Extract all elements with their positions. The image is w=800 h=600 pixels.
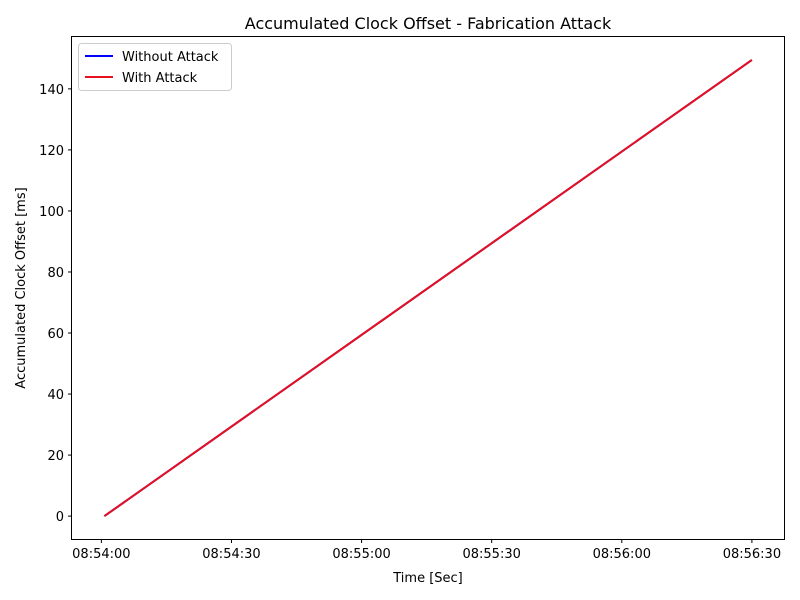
y-tick-label: 140	[39, 83, 64, 98]
plot-lines	[103, 59, 753, 517]
x-tick-label: 08:54:00	[72, 547, 130, 562]
x-tick-label: 08:55:00	[332, 547, 390, 562]
legend-label-with-attack: With Attack	[122, 71, 198, 86]
plot-frame	[71, 36, 785, 540]
y-tick-label: 80	[47, 266, 64, 281]
y-axis-ticks: 0 20 40 60 80 100 120 140	[39, 83, 72, 525]
x-tick-label: 08:56:30	[723, 547, 781, 562]
y-tick-label: 0	[56, 510, 64, 525]
y-tick-label: 120	[39, 144, 64, 159]
x-tick-label: 08:54:30	[202, 547, 260, 562]
legend-box	[78, 43, 232, 91]
y-tick-label: 60	[47, 327, 64, 342]
legend: Without Attack With Attack	[78, 43, 232, 91]
y-tick-label: 100	[39, 205, 64, 220]
y-tick-label: 40	[47, 388, 64, 403]
x-tick-label: 08:56:00	[593, 547, 651, 562]
y-tick-label: 20	[47, 449, 64, 464]
series-line-with-attack	[103, 59, 753, 517]
legend-label-without-attack: Without Attack	[122, 50, 219, 65]
chart-title: Accumulated Clock Offset - Fabrication A…	[245, 14, 612, 33]
x-tick-label: 08:55:30	[462, 547, 520, 562]
x-axis-label: Time [Sec]	[392, 571, 463, 586]
y-axis-label: Accumulated Clock Offset [ms]	[14, 187, 29, 388]
x-axis-ticks: 08:54:00 08:54:30 08:55:00 08:55:30 08:56:00…	[72, 539, 781, 562]
